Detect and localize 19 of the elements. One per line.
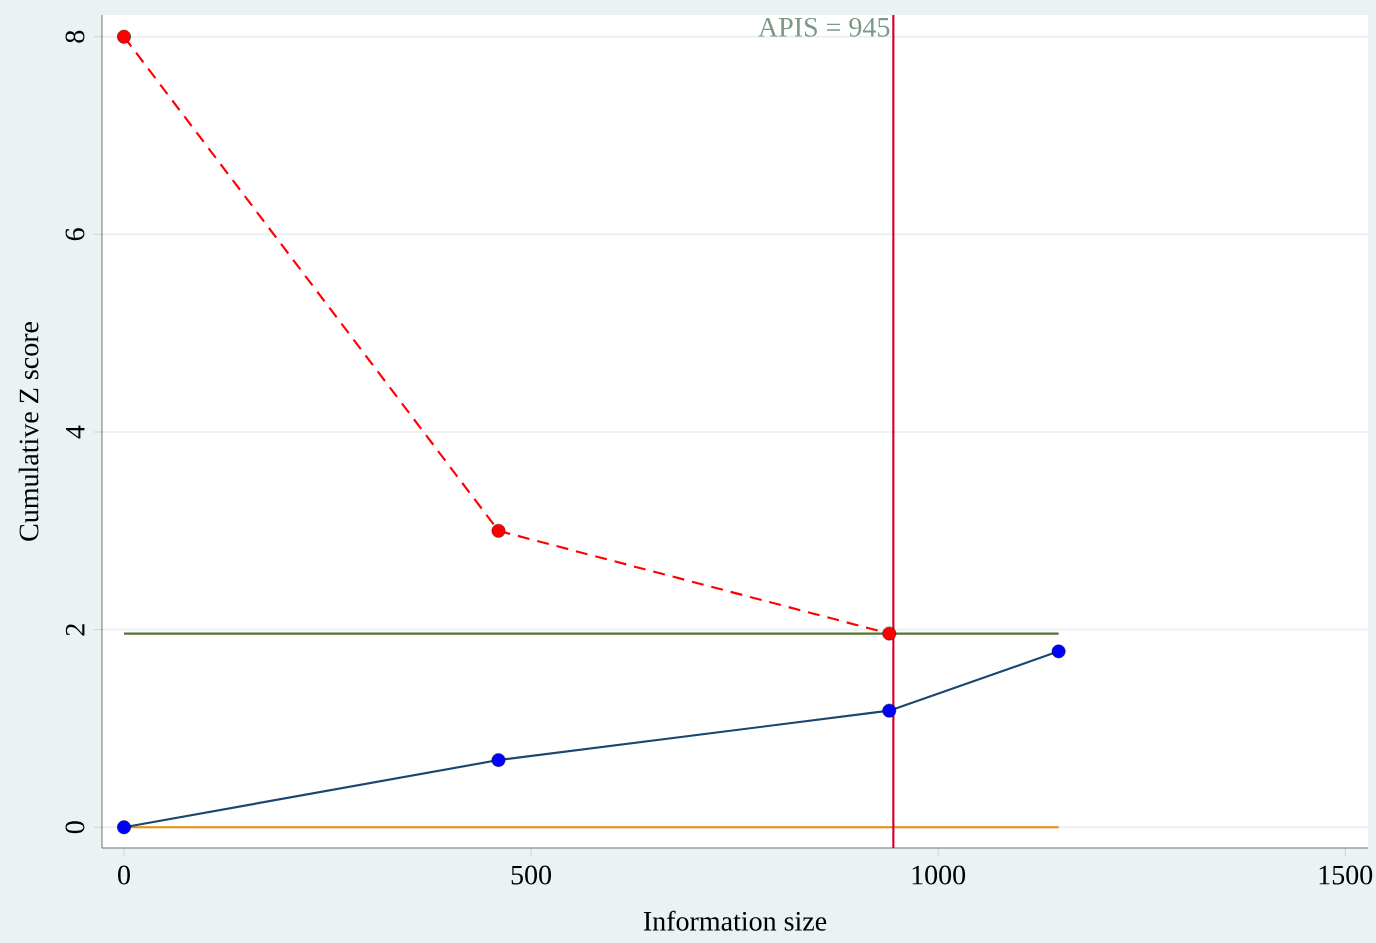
y-tick-label: 6 [65, 228, 85, 241]
y-tick-label: 2 [65, 624, 85, 636]
point [1051, 644, 1066, 659]
x-tick-label: 1500 [1319, 865, 1373, 885]
point [491, 753, 506, 767]
x-axis-title: Information size [643, 910, 827, 931]
x-tick-label: 0 [118, 865, 130, 885]
y-tick-label: 4 [65, 425, 85, 439]
point [117, 29, 131, 44]
ref-line-label: APIS = 945 [758, 17, 890, 37]
y-tick-label: 0 [65, 821, 85, 834]
x-tick-label: 1000 [912, 865, 966, 885]
point [117, 820, 131, 835]
point [882, 626, 897, 641]
y-axis-title: Cumulative Z score [18, 322, 39, 541]
x-tick-label: 500 [511, 865, 552, 885]
y-tick-label: 8 [65, 30, 85, 43]
point [491, 523, 506, 538]
point [882, 703, 897, 718]
